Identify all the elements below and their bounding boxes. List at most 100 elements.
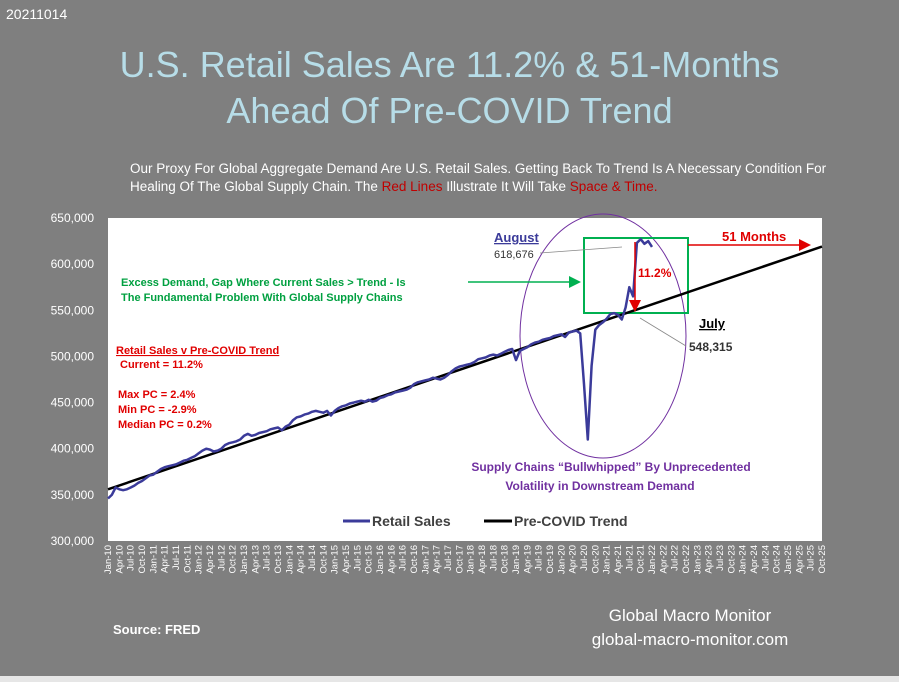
date-stamp: 20211014: [6, 6, 68, 22]
y-tick-label: 350,000: [51, 488, 95, 502]
x-tick-label: Apr-14: [296, 545, 307, 574]
excess-demand-line-1: Excess Demand, Gap Where Current Sales >…: [121, 277, 406, 289]
legend-retail-sales-label: Retail Sales: [372, 513, 451, 529]
y-tick-label: 650,000: [51, 211, 95, 225]
y-tick-label: 400,000: [51, 442, 95, 456]
brand: Global Macro Monitor global-macro-monito…: [560, 604, 820, 652]
stats-heading: Retail Sales v Pre-COVID Trend: [116, 345, 279, 357]
x-tick-label: Jan-15: [330, 545, 341, 574]
x-tick-label: Apr-19: [522, 545, 533, 574]
x-tick-label: Jan-12: [194, 545, 205, 574]
x-tick-label: Apr-13: [250, 545, 261, 574]
source-note: Source: FRED: [113, 622, 201, 637]
legend-trend-label: Pre-COVID Trend: [514, 513, 628, 529]
x-tick-label: Oct-21: [636, 545, 647, 574]
x-tick-label: Jul-12: [216, 545, 227, 571]
x-tick-label: Apr-15: [341, 545, 352, 574]
x-tick-label: Apr-16: [386, 545, 397, 574]
excess-demand-box: [583, 237, 689, 314]
x-tick-label: Oct-22: [681, 545, 692, 574]
subtitle-text-2: Illustrate It Will Take: [442, 179, 570, 194]
x-tick-label: Jul-20: [579, 545, 590, 571]
x-tick-label: Jan-10: [103, 545, 114, 574]
x-tick-label: Jul-10: [126, 545, 137, 571]
august-leader-line: [539, 246, 623, 254]
x-axis: Jan-10 Apr-10 Jul-10 Oct-10 Jan-11 Apr-11 Jul-…: [103, 545, 828, 574]
retail-sales-line: [107, 237, 654, 500]
months-label: 51 Months: [722, 229, 786, 244]
x-tick-label: Oct-20: [590, 545, 601, 574]
x-tick-label: Oct-18: [500, 545, 511, 574]
x-tick-label: Jan-23: [692, 545, 703, 574]
x-tick-label: Apr-22: [658, 545, 669, 574]
x-tick-label: Apr-12: [205, 545, 216, 574]
x-tick-label: Oct-15: [364, 545, 375, 574]
x-tick-label: Apr-23: [704, 545, 715, 574]
x-tick-label: Jan-22: [647, 545, 658, 574]
x-tick-label: Jan-25: [783, 545, 794, 574]
july-leader-line: [639, 317, 687, 347]
x-tick-label: Jul-13: [262, 545, 273, 571]
x-tick-label: Jul-16: [398, 545, 409, 571]
x-tick-label: Oct-14: [318, 545, 329, 574]
gap-percent: 11.2%: [638, 266, 672, 280]
x-tick-label: Jul-25: [806, 545, 817, 571]
annotation-layer: August 618,676 July 548,315 11.2% 51 Months Ex…: [116, 229, 811, 529]
july-label: July: [699, 316, 726, 331]
x-tick-label: Jan-14: [284, 545, 295, 574]
x-tick-label: Oct-12: [228, 545, 239, 574]
x-tick-label: Apr-10: [114, 545, 125, 574]
bullwhip-line-1: Supply Chains “Bullwhipped” By Unprecede…: [471, 460, 750, 474]
x-tick-label: Jul-19: [534, 545, 545, 571]
bottom-strip: [0, 676, 899, 682]
x-tick-label: Jul-18: [488, 545, 499, 571]
overlays: [519, 213, 689, 459]
x-tick-label: Apr-20: [568, 545, 579, 574]
x-tick-label: Jul-14: [307, 545, 318, 571]
y-tick-label: 550,000: [51, 303, 95, 317]
y-tick-label: 600,000: [51, 257, 95, 271]
excess-demand-line-2: The Fundamental Problem With Global Supp…: [121, 292, 403, 304]
x-tick-label: Oct-25: [817, 545, 828, 574]
x-tick-label: Jul-22: [670, 545, 681, 571]
x-tick-label: Oct-19: [545, 545, 556, 574]
title-line-1: U.S. Retail Sales Are 11.2% & 51-Months: [119, 44, 780, 85]
x-tick-label: Oct-13: [273, 545, 284, 574]
x-tick-label: Oct-23: [726, 545, 737, 574]
x-tick-label: Oct-16: [409, 545, 420, 574]
x-tick-label: Oct-11: [182, 545, 193, 573]
x-tick-label: Jan-13: [239, 545, 250, 574]
x-tick-label: Jul-11: [171, 545, 182, 570]
subtitle-text-1: Our Proxy For Global Aggregate Demand Ar…: [130, 161, 827, 194]
x-tick-label: Apr-17: [432, 545, 443, 574]
brand-name: Global Macro Monitor: [608, 606, 772, 625]
x-tick-label: Jul-21: [624, 545, 635, 571]
x-tick-label: Jul-24: [760, 545, 771, 571]
y-tick-label: 450,000: [51, 396, 95, 410]
stats-max: Max PC = 2.4%: [118, 389, 196, 401]
x-tick-label: Apr-18: [477, 545, 488, 574]
x-tick-label: Apr-21: [613, 545, 624, 574]
brand-url: global-macro-monitor.com: [591, 630, 789, 649]
x-tick-label: Apr-24: [749, 545, 760, 574]
x-tick-label: Jan-20: [556, 545, 567, 574]
x-tick-label: Jul-17: [443, 545, 454, 571]
x-tick-label: Jan-24: [738, 545, 749, 574]
august-value: 618,676: [494, 249, 534, 261]
stats-min: Min PC = -2.9%: [118, 404, 197, 416]
volatility-ellipse: [519, 213, 687, 459]
title-line-2: Ahead Of Pre-COVID Trend: [226, 90, 673, 131]
x-tick-label: Jan-21: [602, 545, 613, 574]
x-tick-label: Jan-16: [375, 545, 386, 574]
chart-subtitle: Our Proxy For Global Aggregate Demand Ar…: [130, 160, 830, 196]
x-tick-label: Jul-15: [352, 545, 363, 571]
y-tick-label: 500,000: [51, 349, 95, 363]
subtitle-space-time: Space & Time.: [569, 179, 658, 194]
x-tick-label: Oct-10: [137, 545, 148, 574]
x-tick-label: Jan-18: [466, 545, 477, 574]
chart-title: U.S. Retail Sales Are 11.2% & 51-Months …: [0, 42, 899, 134]
plot-area: [108, 218, 822, 541]
subtitle-red-lines: Red Lines: [381, 179, 443, 194]
stats-median: Median PC = 0.2%: [118, 419, 212, 431]
